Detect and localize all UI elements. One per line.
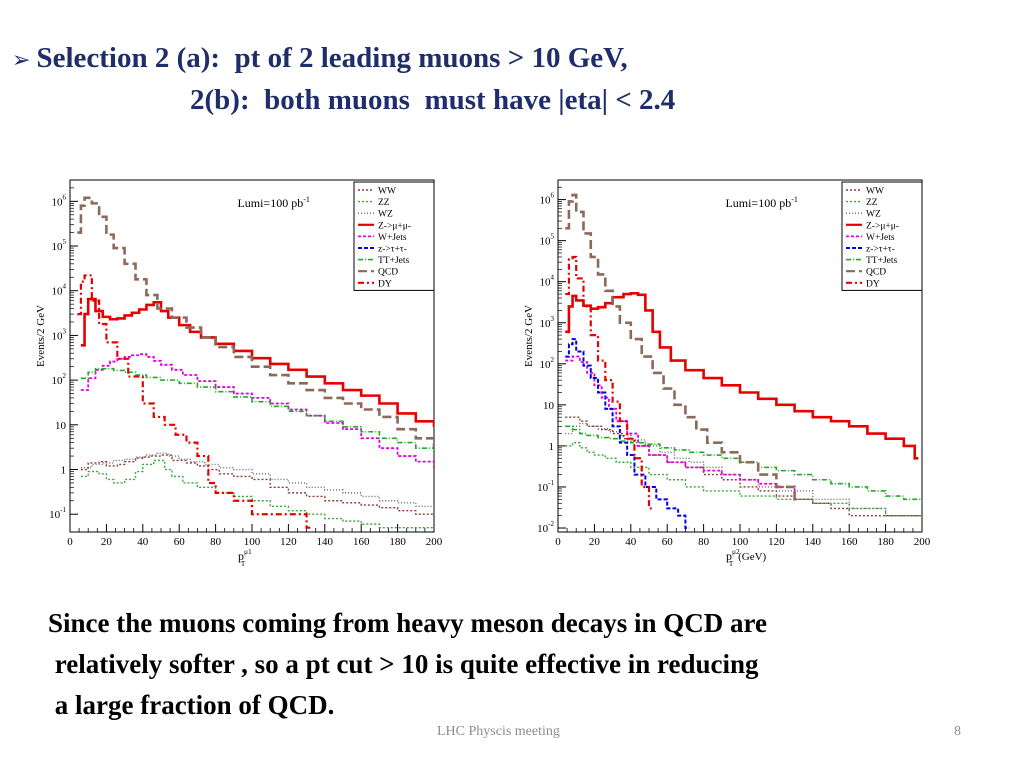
- heading-text-1: Selection 2 (a): pt of 2 leading muons >…: [36, 42, 628, 74]
- arrow-bullet-icon: ➢: [12, 48, 31, 73]
- x-tick-label: 60: [662, 536, 674, 548]
- series-tt-jets: [565, 425, 922, 504]
- y-tick-label: 105: [540, 233, 555, 248]
- x-tick-label: 60: [174, 536, 186, 548]
- x-tick-label: 20: [101, 536, 113, 548]
- y-tick-label: 10-1: [537, 479, 554, 494]
- x-tick-label: 140: [805, 536, 822, 548]
- x-tick-label: 100: [244, 536, 261, 548]
- x-tick-label: 80: [210, 536, 222, 548]
- x-tick-label: 40: [625, 536, 637, 548]
- y-axis-label: Events/2 GeV: [523, 305, 535, 367]
- x-tick-label: 140: [317, 536, 334, 548]
- legend-label: DY: [378, 279, 392, 289]
- y-tick-label: 103: [540, 315, 555, 330]
- series-w-jets: [565, 355, 799, 501]
- legend-label: z->τ+τ-: [378, 245, 407, 255]
- x-tick-label: 160: [841, 536, 858, 548]
- legend-label: W+Jets: [378, 233, 407, 243]
- y-axis-label: Events/2 GeV: [35, 305, 47, 367]
- page-number: 8: [954, 724, 961, 739]
- y-tick-label: 102: [540, 356, 555, 371]
- legend-label: Z->μ+μ-: [378, 221, 411, 231]
- summary-line-2: relatively softer , so a pt cut > 10 is …: [48, 649, 759, 679]
- legend-label: TT+Jets: [378, 256, 410, 266]
- series-zz: [565, 441, 922, 517]
- legend-box: [353, 181, 435, 291]
- x-tick-label: 200: [914, 536, 931, 548]
- legend-label: TT+Jets: [866, 256, 898, 266]
- legend-label: DY: [866, 279, 880, 289]
- x-tick-label: 80: [698, 536, 710, 548]
- legend-label: QCD: [378, 268, 398, 278]
- summary-line-1: Since the muons coming from heavy meson …: [48, 608, 767, 638]
- y-tick-label: 10-2: [537, 520, 554, 535]
- y-tick-label: 106: [540, 192, 555, 207]
- y-tick-label: 1: [549, 441, 555, 453]
- series-dy: [565, 255, 653, 510]
- summary-line-3: a large fraction of QCD.: [48, 690, 335, 720]
- x-tick-label: 120: [280, 536, 297, 548]
- heading-text-2: 2(b): both muons must have |eta| < 2.4: [190, 84, 676, 116]
- series-qcd: [565, 193, 799, 501]
- series-z-: [80, 297, 434, 427]
- x-tick-label: 180: [877, 536, 894, 548]
- lumi-label: Lumi=100 pb-1: [237, 195, 309, 210]
- legend-label: ZZ: [866, 198, 878, 208]
- heading-line-1: ➢ Selection 2 (a): pt of 2 leading muons …: [12, 42, 628, 75]
- y-tick-label: 106: [52, 193, 67, 208]
- series-qcd: [77, 196, 434, 449]
- y-tick-label: 1: [61, 465, 67, 477]
- x-tick-label: 100: [732, 536, 749, 548]
- legend-label: ZZ: [378, 198, 390, 208]
- legend-box: [841, 181, 923, 291]
- y-tick-label: 104: [540, 274, 555, 289]
- x-tick-label: 0: [555, 536, 561, 548]
- chart-subleading-muon-pt: 0 20 40 60 80 100 120 140 160 180 200 10-2 10-1 1 10 10…: [523, 179, 931, 568]
- series-dy: [77, 274, 311, 529]
- legend-label: QCD: [866, 268, 886, 278]
- y-tick-label: 103: [52, 327, 67, 342]
- series-z-: [565, 338, 690, 530]
- x-tick-label: 160: [353, 536, 370, 548]
- chart-leading-muon-pt: 0 20 40 60 80 100 120 140 160 180 200 10-1 1 10 102 103…: [35, 179, 443, 568]
- legend-label: WZ: [866, 210, 881, 220]
- legend-label: Z->μ+μ-: [866, 221, 899, 231]
- summary-text: Since the muons coming from heavy meson …: [48, 603, 988, 726]
- x-tick-label: 0: [67, 536, 73, 548]
- y-tick-label: 102: [52, 372, 67, 387]
- y-tick-label: 10: [55, 420, 67, 432]
- legend-label: W+Jets: [866, 233, 895, 243]
- x-tick-label: 40: [137, 536, 149, 548]
- x-tick-label: 120: [768, 536, 785, 548]
- x-tick-label: 20: [589, 536, 601, 548]
- y-tick-label: 104: [52, 283, 67, 298]
- footer-text: LHC Physcis meeting: [437, 724, 560, 739]
- series-zz: [80, 459, 434, 529]
- legend-label: WW: [866, 187, 884, 197]
- lumi-label: Lumi=100 pb-1: [725, 195, 797, 210]
- x-tick-label: 180: [389, 536, 406, 548]
- y-tick-label: 10: [543, 400, 555, 412]
- series-tt-jets: [80, 367, 434, 457]
- x-axis-label: pμ1 T: [238, 547, 252, 568]
- x-axis-label: pμ2 T (GeV): [726, 547, 767, 568]
- x-tick-label: 200: [426, 536, 443, 548]
- heading-line-2: 2(b): both muons must have |eta| < 2.4: [12, 84, 675, 117]
- legend-label: WZ: [378, 210, 393, 220]
- y-tick-label: 10-1: [49, 506, 66, 521]
- y-tick-label: 105: [52, 238, 67, 253]
- legend-label: WW: [378, 187, 396, 197]
- legend-label: z->τ+τ-: [866, 245, 895, 255]
